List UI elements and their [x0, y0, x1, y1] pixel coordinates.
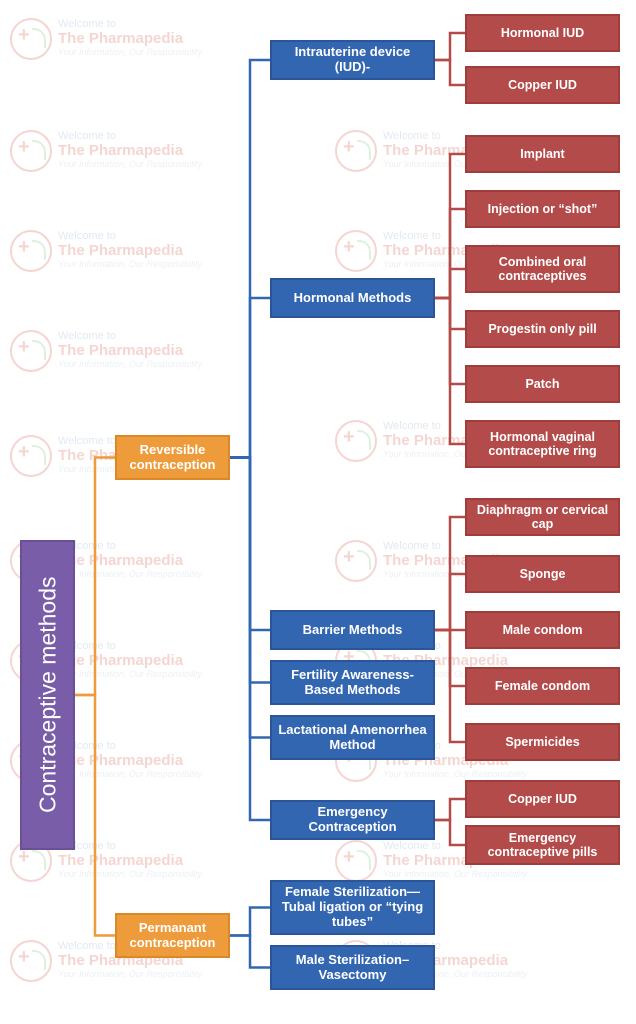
connector — [75, 695, 115, 936]
tree-node-ecp: Emergency contraceptive pills — [465, 825, 620, 865]
node-label: Sponge — [520, 567, 566, 581]
node-label: Lactational Amenorrhea Method — [278, 723, 427, 753]
node-label: Male Sterilization–Vasectomy — [278, 953, 427, 983]
tree-node-barr: Barrier Methods — [270, 610, 435, 650]
watermark: Welcome toThe PharmapediaYour Informatio… — [10, 130, 202, 172]
connector — [435, 630, 465, 686]
connector — [435, 574, 465, 630]
watermark: Welcome toThe PharmapediaYour Informatio… — [10, 18, 202, 60]
connector — [435, 517, 465, 630]
watermark: Welcome toThe PharmapediaYour Informatio… — [10, 330, 202, 372]
connector — [230, 458, 270, 683]
connector — [435, 298, 465, 329]
node-label: Combined oral contraceptives — [473, 255, 612, 284]
connector — [435, 154, 465, 298]
tree-node-inj: Injection or “shot” — [465, 190, 620, 228]
tree-node-patch: Patch — [465, 365, 620, 403]
node-label: Emergency Contraception — [278, 805, 427, 835]
tree-node-ciud: Copper IUD — [465, 66, 620, 104]
node-label: Progestin only pill — [488, 322, 596, 336]
node-label: Implant — [520, 147, 564, 161]
node-label: Fertility Awareness-Based Methods — [278, 668, 427, 698]
node-label: Male condom — [503, 623, 583, 637]
tree-node-coc: Combined oral contraceptives — [465, 245, 620, 293]
tree-node-horm: Hormonal Methods — [270, 278, 435, 318]
connector — [435, 799, 465, 820]
connector — [230, 458, 270, 631]
tree-node-spng: Sponge — [465, 555, 620, 593]
connector — [435, 269, 465, 298]
node-label: Hormonal vaginal contraceptive ring — [473, 430, 612, 459]
node-label: Injection or “shot” — [488, 202, 598, 216]
tree-node-dia: Diaphragm or cervical cap — [465, 498, 620, 536]
node-label: Hormonal IUD — [501, 26, 584, 40]
node-label: Intrauterine device (IUD)- — [278, 45, 427, 75]
tree-node-fab: Fertility Awareness-Based Methods — [270, 660, 435, 705]
tree-node-mster: Male Sterilization–Vasectomy — [270, 945, 435, 990]
connector — [435, 298, 465, 444]
node-label: Hormonal Methods — [294, 291, 412, 306]
connector — [230, 458, 270, 738]
node-label: Barrier Methods — [303, 623, 403, 638]
connector — [435, 209, 465, 298]
connector — [435, 820, 465, 845]
node-label: Spermicides — [505, 735, 579, 749]
tree-node-rev: Reversible contraception — [115, 435, 230, 480]
tree-node-mcon: Male condom — [465, 611, 620, 649]
node-label: Permanant contraception — [123, 921, 222, 951]
tree-node-fcon: Female condom — [465, 667, 620, 705]
node-label: Female condom — [495, 679, 590, 693]
tree-node-ring: Hormonal vaginal contraceptive ring — [465, 420, 620, 468]
node-label: Diaphragm or cervical cap — [473, 503, 612, 532]
tree-node-root: Contraceptive methods — [20, 540, 75, 850]
connector — [435, 33, 465, 60]
tree-node-ecu: Copper IUD — [465, 780, 620, 818]
node-label: Copper IUD — [508, 78, 577, 92]
connector — [435, 60, 465, 85]
connector — [75, 458, 115, 696]
connector — [230, 298, 270, 458]
node-label: Copper IUD — [508, 792, 577, 806]
tree-node-hiud: Hormonal IUD — [465, 14, 620, 52]
connector — [230, 936, 270, 968]
node-label: Patch — [525, 377, 559, 391]
tree-node-ec: Emergency Contraception — [270, 800, 435, 840]
tree-node-fster: Female Sterilization—Tubal ligation or “… — [270, 880, 435, 935]
node-label: Emergency contraceptive pills — [473, 831, 612, 860]
tree-node-impl: Implant — [465, 135, 620, 173]
connector — [435, 298, 465, 384]
tree-node-pop: Progestin only pill — [465, 310, 620, 348]
connector — [435, 630, 465, 742]
tree-node-iud: Intrauterine device (IUD)- — [270, 40, 435, 80]
connector — [230, 60, 270, 458]
watermark: Welcome toThe PharmapediaYour Informatio… — [10, 230, 202, 272]
tree-node-sperm: Spermicides — [465, 723, 620, 761]
connector — [230, 458, 270, 821]
tree-node-perm: Permanant contraception — [115, 913, 230, 958]
node-label: Female Sterilization—Tubal ligation or “… — [278, 885, 427, 930]
node-label: Reversible contraception — [123, 443, 222, 473]
node-label: Contraceptive methods — [34, 577, 60, 814]
connector — [230, 908, 270, 936]
tree-node-lam: Lactational Amenorrhea Method — [270, 715, 435, 760]
